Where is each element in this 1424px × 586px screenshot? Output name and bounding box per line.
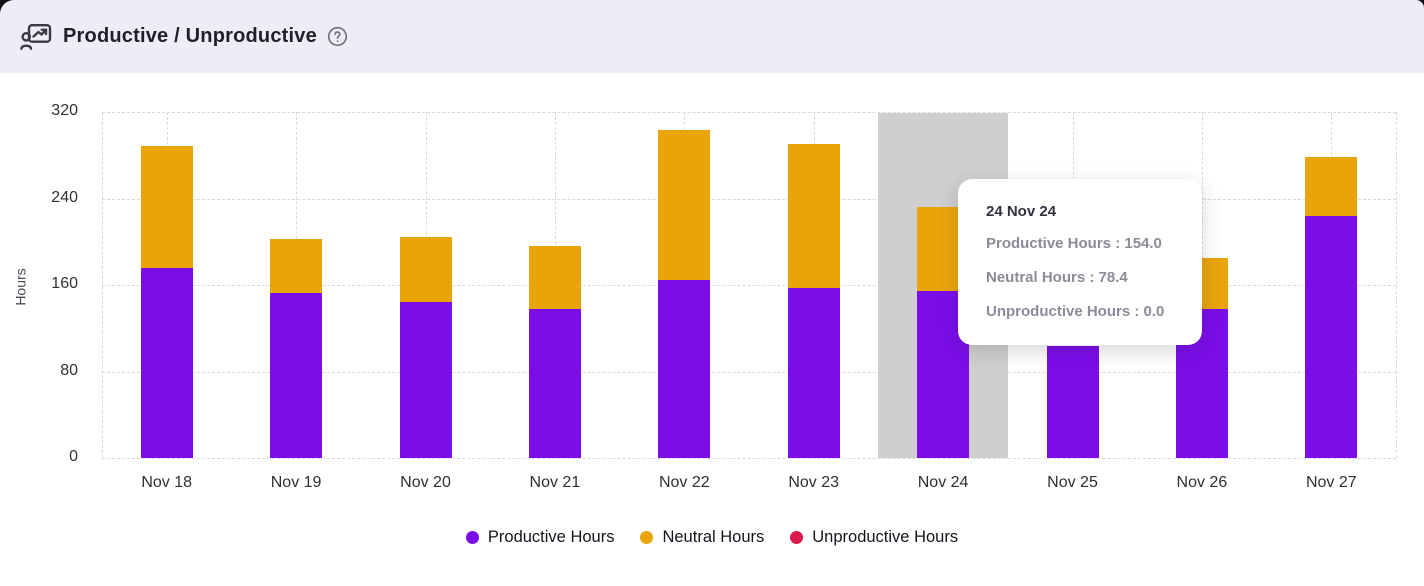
x-axis-label-nov-27: Nov 27	[1305, 474, 1357, 491]
x-axis-label-nov-19: Nov 19	[270, 474, 322, 491]
legend-item-unproductive-hours[interactable]: Unproductive Hours	[790, 524, 958, 550]
y-axis-tick-label: 320	[51, 102, 78, 119]
bar-segment-nov-20-productive-hours[interactable]	[399, 302, 452, 458]
gridline-vertical	[1396, 112, 1397, 458]
bar-segment-nov-21-neutral-hours[interactable]	[528, 246, 581, 309]
bar-segment-nov-27-productive-hours[interactable]	[1305, 215, 1358, 458]
page-title: Productive / Unproductive	[63, 25, 317, 47]
legend-label: Neutral Hours	[662, 527, 765, 546]
x-axis-label-nov-22: Nov 22	[658, 474, 710, 491]
stacked-bar-chart: Hours 24 Nov 24 Productive Hours : 154.0…	[0, 73, 1424, 586]
x-axis-label-nov-26: Nov 26	[1176, 474, 1228, 491]
x-axis-label-nov-18: Nov 18	[141, 474, 193, 491]
y-axis-tick-label: 240	[51, 188, 78, 206]
legend-dot-icon	[465, 530, 479, 544]
help-circle-icon[interactable]	[327, 26, 348, 47]
x-axis-label-nov-24: Nov 24	[917, 474, 969, 491]
bar-segment-nov-21-productive-hours[interactable]	[528, 308, 581, 458]
gridline-horizontal	[102, 458, 1396, 459]
tooltip-line-neutral-hours: Neutral Hours : 78.4	[986, 269, 1128, 286]
bar-segment-nov-23-productive-hours[interactable]	[787, 288, 840, 458]
bar-segment-nov-19-neutral-hours[interactable]	[270, 238, 323, 293]
y-axis-tick-label: 160	[51, 275, 78, 292]
y-axis-tick-label: 80	[60, 361, 78, 379]
legend-dot-icon	[640, 530, 654, 544]
bar-segment-nov-18-productive-hours[interactable]	[140, 267, 193, 458]
panel-header: Productive / Unproductive	[0, 0, 1424, 73]
chart-tooltip: 24 Nov 24 Productive Hours : 154.0 Neutra…	[958, 179, 1202, 345]
legend-item-neutral-hours[interactable]: Neutral Hours	[640, 524, 764, 550]
bar-segment-nov-23-neutral-hours[interactable]	[787, 144, 840, 289]
y-axis-title: Hours	[12, 268, 29, 306]
x-axis-label-nov-21: Nov 21	[529, 474, 581, 491]
bar-segment-nov-25-productive-hours[interactable]	[1046, 345, 1099, 458]
bar-segment-nov-22-neutral-hours[interactable]	[658, 130, 711, 280]
bar-segment-nov-27-neutral-hours[interactable]	[1305, 157, 1358, 216]
y-axis-tick-label: 0	[69, 448, 78, 465]
bar-segment-nov-19-productive-hours[interactable]	[270, 292, 323, 458]
tooltip-line-unproductive-hours: Unproductive Hours : 0.0	[986, 303, 1165, 320]
tooltip-line-productive-hours: Productive Hours : 154.0	[986, 235, 1162, 252]
legend-item-productive-hours[interactable]: Productive Hours	[465, 524, 615, 550]
gridline-horizontal	[102, 285, 1396, 286]
x-axis-label-nov-23: Nov 23	[788, 474, 840, 491]
bar-segment-nov-20-neutral-hours[interactable]	[399, 237, 452, 303]
bar-segment-nov-22-productive-hours[interactable]	[658, 279, 711, 458]
x-axis-label-nov-25: Nov 25	[1047, 474, 1098, 491]
legend-dot-icon	[790, 530, 804, 544]
gridline-vertical	[102, 112, 103, 458]
productivity-board-icon	[20, 23, 52, 50]
tooltip-date: 24 Nov 24	[986, 203, 1057, 220]
bar-segment-nov-18-neutral-hours[interactable]	[140, 145, 193, 268]
gridline-horizontal	[102, 112, 1396, 113]
gridline-horizontal	[102, 198, 1396, 200]
chart-legend: Productive Hours Neutral Hours Unproductiv…	[0, 524, 1424, 550]
legend-label: Unproductive Hours	[812, 527, 959, 546]
legend-label: Productive Hours	[487, 527, 615, 546]
gridline-horizontal	[102, 371, 1396, 373]
x-axis-label-nov-20: Nov 20	[400, 474, 451, 491]
